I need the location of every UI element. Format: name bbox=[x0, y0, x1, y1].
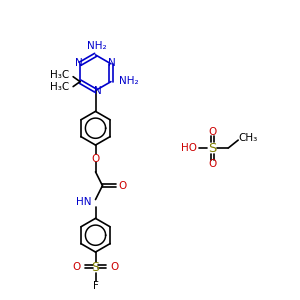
Text: CH₃: CH₃ bbox=[238, 133, 258, 143]
Text: HN: HN bbox=[76, 196, 92, 206]
Text: N: N bbox=[75, 58, 83, 68]
Text: N: N bbox=[108, 58, 116, 68]
Text: S: S bbox=[208, 142, 217, 154]
Text: H₃C: H₃C bbox=[50, 82, 69, 92]
Text: HO: HO bbox=[181, 143, 196, 153]
Text: O: O bbox=[92, 154, 100, 164]
Text: O: O bbox=[73, 262, 81, 272]
Text: N: N bbox=[94, 85, 101, 96]
Text: O: O bbox=[208, 159, 217, 169]
Text: NH₂: NH₂ bbox=[87, 41, 106, 51]
Text: H₃C: H₃C bbox=[50, 70, 69, 80]
Text: O: O bbox=[208, 127, 217, 137]
Text: NH₂: NH₂ bbox=[119, 76, 139, 85]
Text: O: O bbox=[118, 181, 126, 191]
Text: F: F bbox=[93, 281, 98, 291]
Text: O: O bbox=[110, 262, 118, 272]
Text: S: S bbox=[92, 261, 100, 274]
